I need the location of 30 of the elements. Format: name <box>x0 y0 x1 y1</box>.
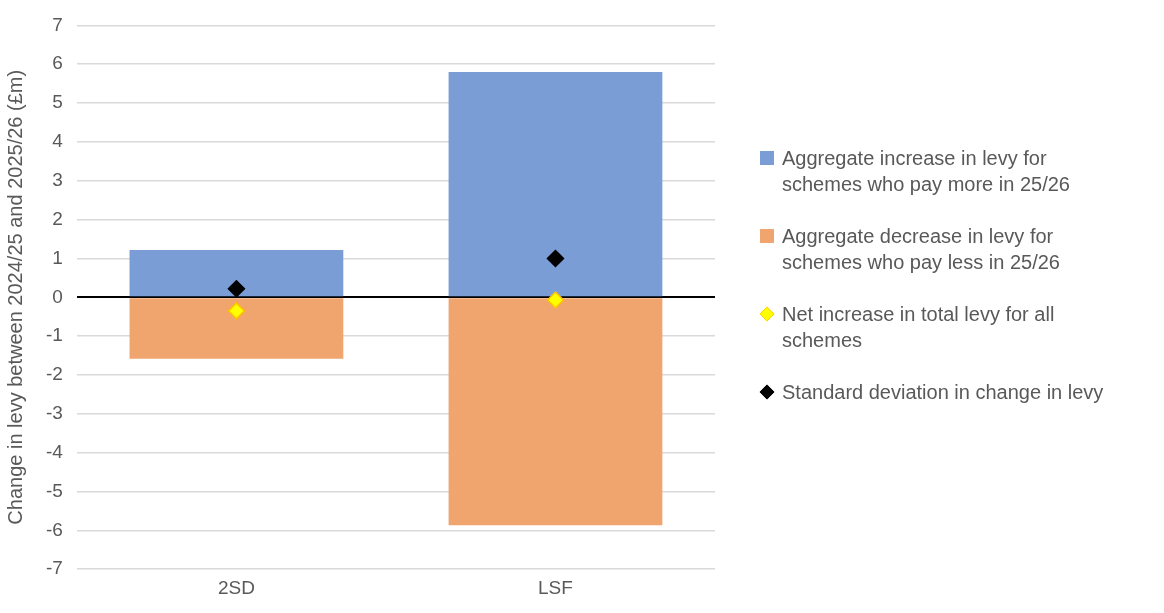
y-tick-label: -4 <box>45 440 64 462</box>
x-tick-label: 2SD <box>217 576 255 598</box>
legend-label: Aggregate decrease in levy for schemes who pay less in 25/26 <box>782 224 1061 275</box>
y-tick-label: 5 <box>52 91 63 113</box>
bar <box>448 72 663 297</box>
y-tick-label: -5 <box>45 479 63 501</box>
y-tick-label: 4 <box>52 130 64 152</box>
y-tick-label: 6 <box>52 52 63 74</box>
y-tick-label: -6 <box>45 518 63 540</box>
bar <box>129 249 344 297</box>
bar <box>448 298 663 526</box>
y-tick-label: 1 <box>52 246 63 268</box>
legend-label: Net increase in total levy for all schemes <box>782 302 1056 353</box>
x-tick-label: LSF <box>538 576 573 598</box>
point <box>546 249 565 268</box>
legend-label: Aggregate increase in levy for schemes who pay more in 25/26 <box>782 146 1071 197</box>
point <box>227 280 246 298</box>
y-tick-label: -7 <box>45 557 63 579</box>
y-tick-label: -1 <box>45 324 63 346</box>
bar <box>129 298 344 359</box>
y-tick-label: 0 <box>52 285 63 307</box>
y-tick-label: -3 <box>45 402 63 424</box>
point <box>227 302 246 320</box>
y-tick-label: 2 <box>52 207 63 229</box>
legend-label: Standard deviation in change in levy <box>782 380 1104 405</box>
point <box>546 291 565 309</box>
y-tick-label: -2 <box>45 363 63 385</box>
y-axis-title: Change in levy between 2024/25 and 2025/26 (£m) <box>3 69 26 525</box>
y-tick-label: 7 <box>52 13 63 35</box>
y-tick-label: 3 <box>52 169 63 191</box>
